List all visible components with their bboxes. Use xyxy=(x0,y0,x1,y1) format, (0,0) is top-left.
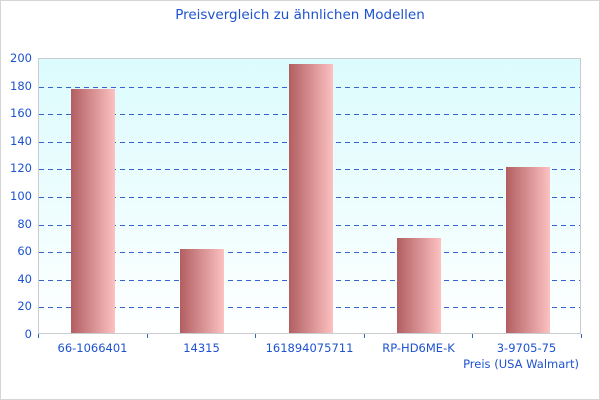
x-category-label-66-1066401: 66-1066401 xyxy=(57,341,128,355)
y-tick-label-140: 140 xyxy=(10,134,32,148)
y-tick-label-20: 20 xyxy=(17,299,32,313)
y-tick-label-160: 160 xyxy=(10,106,32,120)
chart-title: Preisvergleich zu ähnlichen Modellen xyxy=(175,7,425,23)
x-axis-label: Preis (USA Walmart) xyxy=(463,357,579,371)
x-category-label-RP-HD6ME-K: RP-HD6ME-K xyxy=(382,341,455,355)
x-axis-tick-0 xyxy=(38,334,39,338)
x-axis-tick-5 xyxy=(581,334,582,338)
x-category-label-3-9705-75: 3-9705-75 xyxy=(496,341,557,355)
bar-3-9705-75 xyxy=(506,167,550,333)
y-tick-label-200: 200 xyxy=(10,51,32,65)
plot-area xyxy=(38,58,581,334)
x-category-label-14315: 14315 xyxy=(183,341,220,355)
y-tick-label-100: 100 xyxy=(10,189,32,203)
y-tick-label-80: 80 xyxy=(17,217,32,231)
y-tick-label-60: 60 xyxy=(17,244,32,258)
bar-RP-HD6ME-K xyxy=(397,238,441,333)
x-axis-tick-3 xyxy=(364,334,365,338)
bar-161894075711 xyxy=(289,64,333,333)
x-axis-tick-1 xyxy=(147,334,148,338)
bar-14315 xyxy=(180,249,224,333)
x-axis-tick-4 xyxy=(472,334,473,338)
x-category-label-161894075711: 161894075711 xyxy=(265,341,354,355)
y-tick-label-40: 40 xyxy=(17,272,32,286)
x-axis-tick-2 xyxy=(255,334,256,338)
y-tick-label-120: 120 xyxy=(10,161,32,175)
y-tick-label-0: 0 xyxy=(24,327,32,341)
bar-66-1066401 xyxy=(71,89,115,333)
y-tick-label-180: 180 xyxy=(10,79,32,93)
